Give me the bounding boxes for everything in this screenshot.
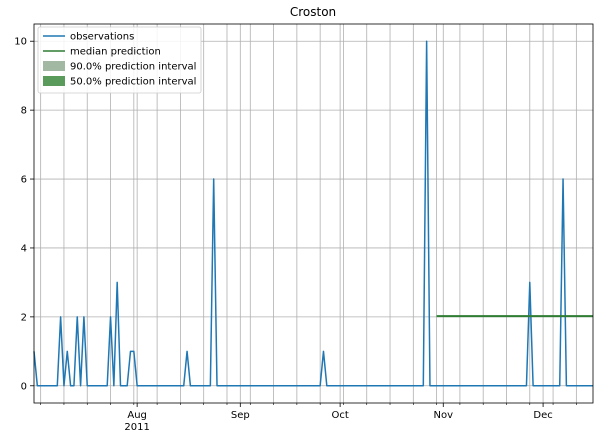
legend-patch-swatch [43, 76, 65, 86]
legend-patch-swatch [43, 61, 65, 71]
plot-frame [33, 23, 594, 404]
y-tick-label: 0 [21, 381, 27, 392]
legend-label: median prediction [70, 47, 161, 58]
y-tick-label: 6 [21, 175, 27, 186]
chart-title: Croston [290, 5, 336, 19]
legend-box [37, 26, 202, 94]
legend: observations median prediction 90.0% predi… [37, 26, 202, 94]
y-tick-label: 10 [14, 37, 27, 48]
series-lines [33, 40, 593, 387]
legend-label: 50.0% prediction interval [70, 77, 196, 88]
legend-label: 90.0% prediction interval [70, 62, 196, 73]
x-tick-sublabel: 2011 [124, 422, 149, 433]
observations-line [33, 40, 593, 387]
x-tick-label: Dec [533, 410, 552, 421]
y-tick-label: 8 [21, 106, 27, 117]
y-tick-label: 2 [21, 312, 27, 323]
x-tick-label: Nov [434, 410, 454, 421]
legend-label: observations [70, 32, 134, 43]
x-tick-label: Oct [331, 410, 348, 421]
x-tick-label: Aug [127, 410, 147, 421]
x-tick-label: Sep [231, 410, 250, 421]
y-tick-label: 4 [21, 243, 27, 254]
